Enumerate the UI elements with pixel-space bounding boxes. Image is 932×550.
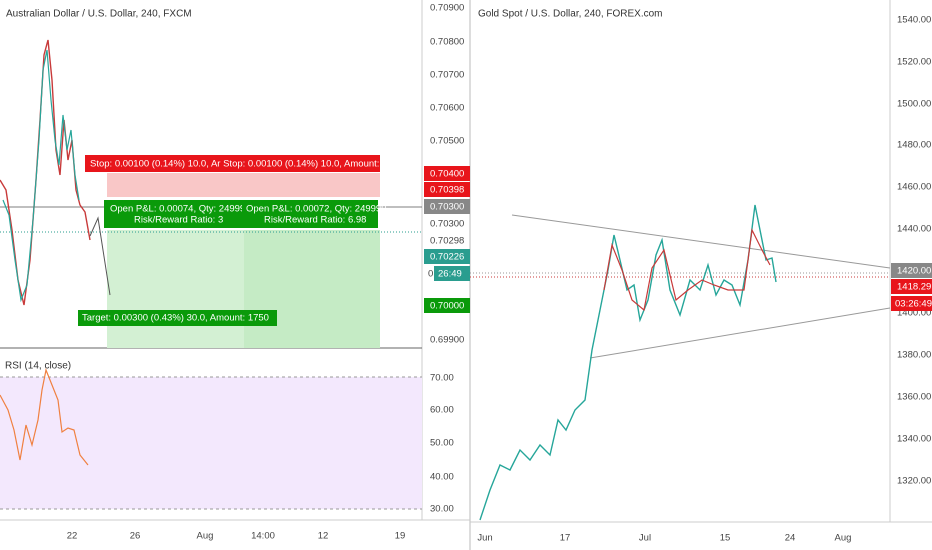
target-label: Target: 0.00300 (0.43%) 30.0, Amount: 17… — [82, 313, 269, 324]
badge: 1418.29 — [897, 282, 931, 293]
price-label: 1400.00 — [897, 308, 931, 319]
time-label: Jul — [639, 533, 651, 544]
badge: 0.70400 — [430, 169, 464, 180]
rsi-label: 70.00 — [430, 373, 454, 384]
time-label: 12 — [318, 531, 329, 542]
price-label: 0.70500 — [430, 136, 464, 147]
time-label: 19 — [395, 531, 406, 542]
pnl-box-1 — [104, 200, 242, 228]
badge-box — [424, 249, 470, 264]
badge-box — [424, 298, 470, 313]
right-title: Gold Spot / U.S. Dollar, 240, FOREX.com — [478, 9, 663, 20]
rsi-label: 50.00 — [430, 438, 454, 449]
left-title: Australian Dollar / U.S. Dollar, 240, FX… — [6, 9, 192, 20]
price-label: 1540.00 — [897, 15, 931, 26]
target-label-box — [78, 310, 277, 326]
time-label: Aug — [835, 533, 852, 544]
price-label: 1480.00 — [897, 140, 931, 151]
time-label: Aug — [197, 531, 214, 542]
price-label: 1500.00 — [897, 99, 931, 110]
price-label: 0.70900 — [430, 3, 464, 14]
badge-box — [434, 266, 470, 281]
badge: 03:26:49 — [895, 299, 932, 310]
price-label: 1380.00 — [897, 350, 931, 361]
badge: 0.70226 — [430, 252, 464, 263]
price-label: 0.70700 — [430, 70, 464, 81]
price-label: 0.69900 — [430, 335, 464, 346]
price-label: 1440.00 — [897, 224, 931, 235]
pnl-2-line-1: Open P&L: 0.00072, Qty: 249999 — [246, 204, 387, 215]
trend-lower — [589, 307, 891, 359]
badge-box — [891, 279, 932, 294]
rsi-band — [0, 377, 422, 509]
price-label: 1340.00 — [897, 434, 931, 445]
badge: 26:49 — [438, 269, 462, 280]
badge: 0.70298 — [430, 236, 464, 247]
stop-zone — [107, 173, 380, 197]
price-label: 1460.00 — [897, 182, 931, 193]
time-label: 17 — [560, 533, 571, 544]
rsi-label: 40.00 — [430, 472, 454, 483]
rsi-title: RSI (14, close) — [5, 361, 71, 372]
price-candles-up — [2, 49, 80, 303]
gold-candles — [479, 204, 777, 521]
time-label: 22 — [67, 531, 78, 542]
badge: 1420.00 — [897, 266, 931, 277]
time-label: 24 — [785, 533, 796, 544]
rsi-label: 60.00 — [430, 405, 454, 416]
pnl-2-line-2: Risk/Reward Ratio: 6.98 — [264, 215, 366, 226]
time-label: 26 — [130, 531, 141, 542]
target-zone-2 — [244, 230, 380, 348]
price-label: 1520.00 — [897, 57, 931, 68]
stop-label-box — [85, 155, 380, 172]
projection-arrow — [89, 216, 111, 296]
badge: 0.70300 — [430, 219, 464, 230]
time-label: 14:00 — [251, 531, 275, 542]
price-label: 1320.00 — [897, 476, 931, 487]
time-label: 15 — [720, 533, 731, 544]
pnl-box-2 — [242, 200, 378, 228]
price-label: 0.70600 — [430, 103, 464, 114]
badge: 0.70000 — [430, 301, 464, 312]
badge-box — [424, 199, 470, 214]
badge-box — [424, 166, 470, 181]
price-label: 1360.00 — [897, 392, 931, 403]
badge: 0.70300 — [430, 202, 464, 213]
trend-upper — [511, 214, 891, 269]
pnl-1-line-1: Open P&L: 0.00074, Qty: 24999 — [110, 204, 245, 215]
rsi-line — [0, 367, 89, 466]
gold-candles-down — [603, 227, 771, 312]
rsi-label: 30.00 — [430, 504, 454, 515]
badge-box — [424, 182, 470, 197]
badge-box — [891, 263, 932, 278]
price-label: 0.70800 — [430, 37, 464, 48]
stop-label: Stop: 0.00100 (0.14%) 10.0, Ar Stop: 0.0… — [90, 159, 398, 170]
badge: 0.70398 — [430, 185, 464, 196]
pnl-1-line-2: Risk/Reward Ratio: 3 — [134, 215, 223, 226]
badge: 0 — [428, 269, 433, 280]
badge-box — [891, 296, 932, 311]
time-label: Jun — [477, 533, 492, 544]
